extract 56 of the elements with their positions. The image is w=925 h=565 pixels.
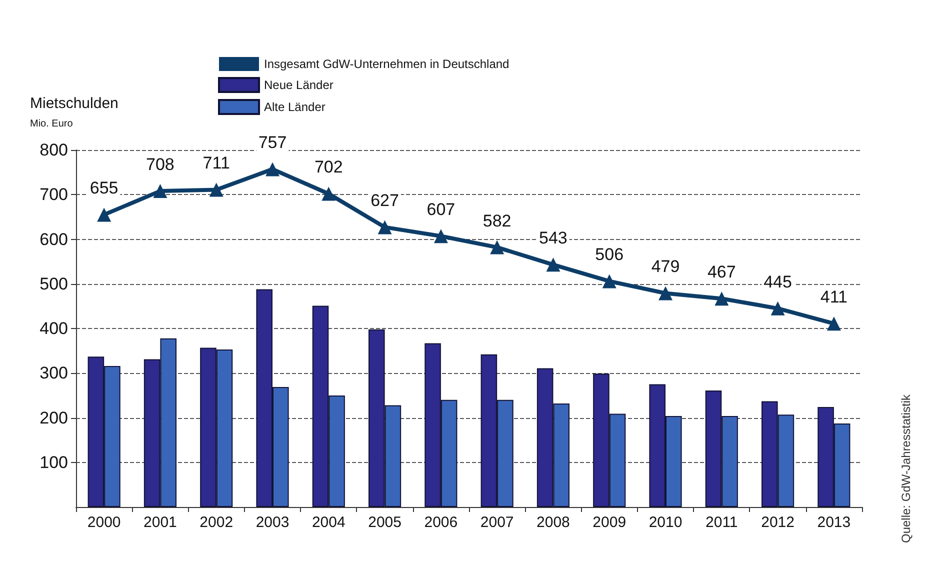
x-tick-label: 2002 bbox=[200, 514, 234, 531]
point bbox=[434, 229, 448, 244]
data-label: 711 bbox=[202, 154, 230, 173]
point bbox=[546, 258, 560, 272]
x-tick-label: 2000 bbox=[87, 514, 121, 531]
data-label: 543 bbox=[539, 228, 568, 248]
chart-subtitle: Mio. Euro bbox=[30, 118, 74, 130]
y-tick-label: 500 bbox=[40, 274, 68, 294]
point bbox=[97, 208, 112, 222]
legend-label: Insgesamt GdW-Unternehmen in Deutschland bbox=[264, 57, 510, 71]
data-label: 702 bbox=[314, 158, 343, 177]
x-tick-label: 2005 bbox=[368, 514, 402, 531]
y-tick-label: 700 bbox=[40, 185, 68, 204]
x-tick-label: 2003 bbox=[256, 514, 290, 531]
data-label: 467 bbox=[707, 262, 736, 282]
point bbox=[658, 286, 672, 300]
data-label: 627 bbox=[370, 191, 399, 210]
y-tick-label: 200 bbox=[40, 408, 68, 428]
point bbox=[209, 182, 224, 197]
point bbox=[490, 240, 504, 254]
y-tick-label: 600 bbox=[40, 230, 68, 249]
data-label: 757 bbox=[258, 133, 287, 152]
source-note: Quelle: GdW-Jahresstatistik bbox=[899, 394, 913, 543]
x-tick-label: 2013 bbox=[817, 514, 851, 531]
point bbox=[322, 186, 336, 201]
x-tick-label: 2011 bbox=[706, 514, 738, 531]
data-label: 655 bbox=[90, 178, 118, 198]
x-tick-label: 2012 bbox=[761, 514, 794, 531]
legend-label: Neue Länder bbox=[264, 78, 334, 92]
legend-label: Alte Länder bbox=[264, 100, 326, 114]
y-tick-label: 400 bbox=[40, 319, 68, 338]
x-tick-label: 2009 bbox=[592, 514, 626, 531]
data-label: 445 bbox=[764, 272, 792, 292]
point bbox=[153, 184, 168, 198]
data-label: 607 bbox=[426, 200, 456, 220]
point bbox=[266, 162, 280, 176]
y-tick-label: 300 bbox=[40, 364, 68, 383]
data-label: 582 bbox=[482, 211, 512, 230]
data-label: 479 bbox=[651, 257, 680, 276]
x-tick-label: 2006 bbox=[424, 514, 458, 531]
point bbox=[770, 301, 785, 316]
data-label: 411 bbox=[820, 288, 848, 307]
x-tick-label: 2010 bbox=[648, 514, 682, 531]
x-tick-label: 2001 bbox=[144, 514, 177, 531]
x-tick-label: 2007 bbox=[480, 514, 514, 531]
point bbox=[602, 274, 616, 288]
y-axis-title: Mietschulden bbox=[30, 95, 118, 112]
y-tick-label: 100 bbox=[40, 452, 68, 472]
y-tick-label: 800 bbox=[40, 140, 68, 160]
x-tick-label: 2008 bbox=[536, 514, 570, 531]
point bbox=[826, 316, 841, 331]
data-label: 708 bbox=[146, 155, 174, 174]
point bbox=[714, 292, 729, 306]
point bbox=[378, 220, 392, 234]
data-label: 506 bbox=[595, 245, 624, 264]
x-tick-label: 2004 bbox=[312, 514, 346, 531]
